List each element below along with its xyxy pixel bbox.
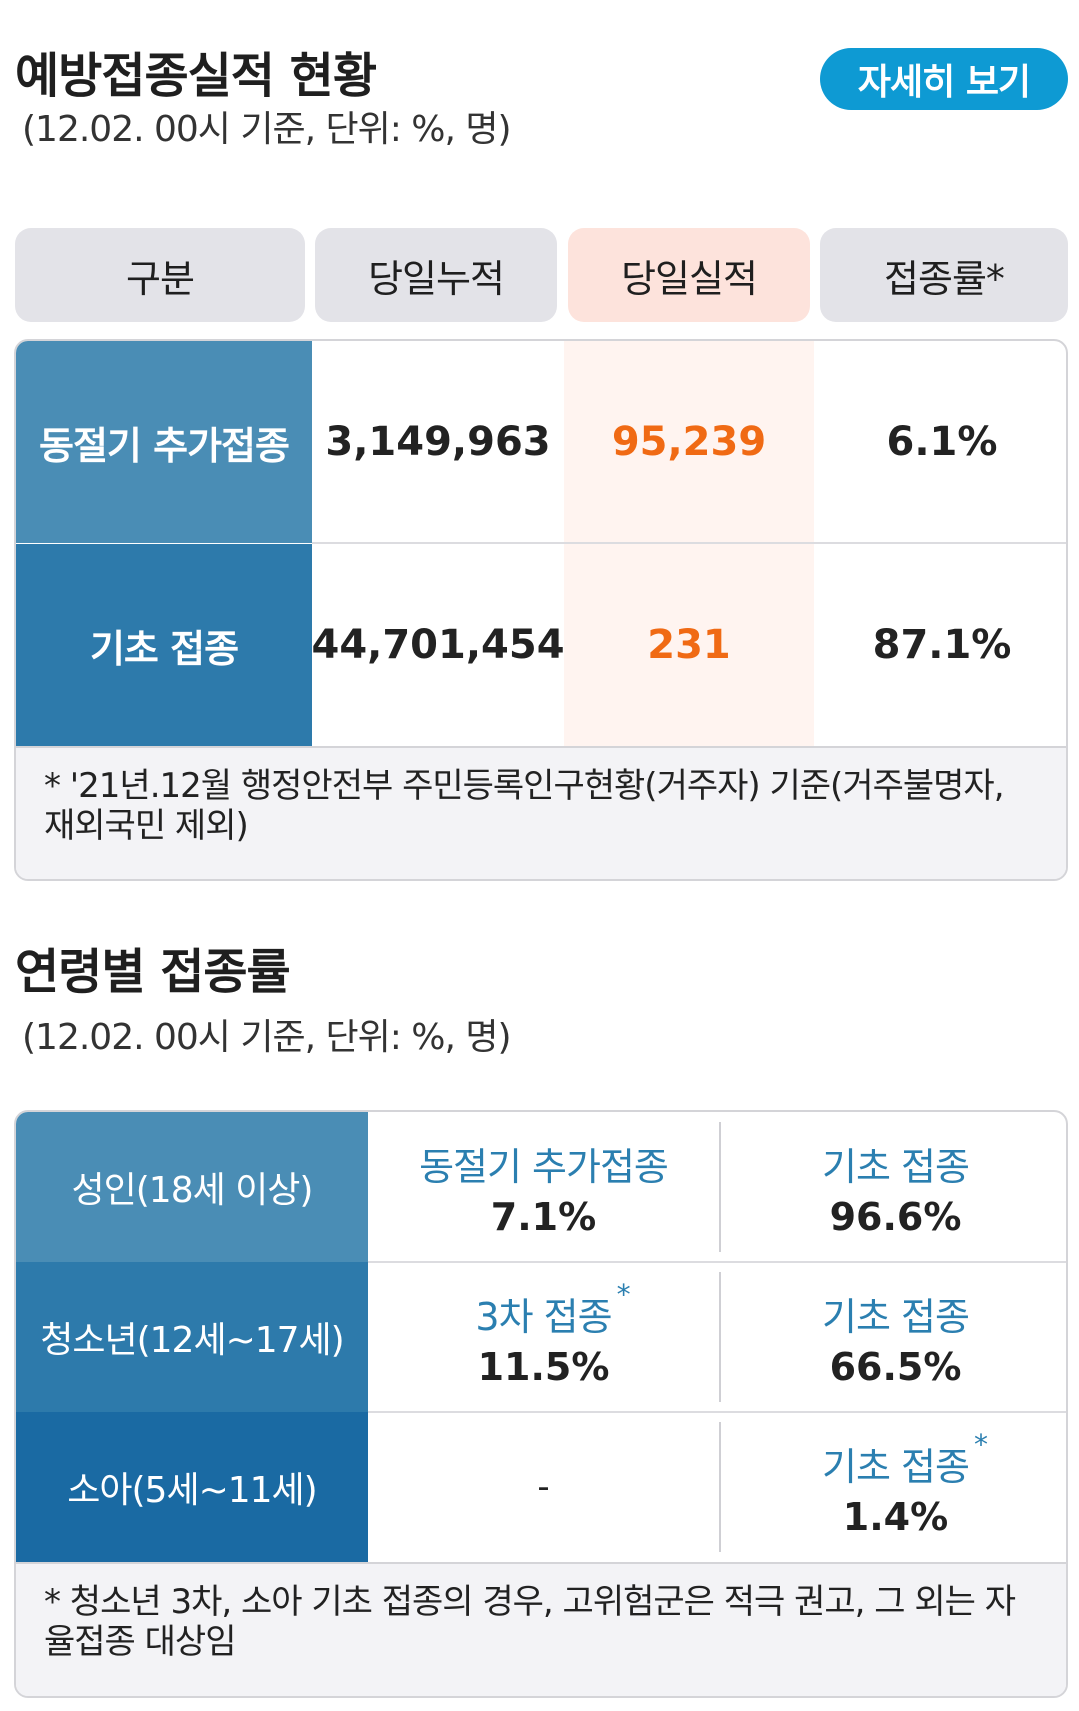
cell-title: 기초 접종 — [822, 1144, 970, 1189]
section2-subtitle: (12.02. 00시 기준, 단위: %, 명) — [22, 1017, 512, 1058]
section2-title: 연령별 접종률 — [15, 944, 291, 1000]
row-divider — [368, 1261, 1066, 1263]
table-row: 기초 접종 44,701,454 231 87.1% — [16, 544, 1066, 746]
footnote: * '21년.12월 행정안전부 주민등록인구현황(거주자) 기준(거주불명자,… — [16, 746, 1066, 879]
section1-title: 예방접종실적 현황 — [15, 48, 377, 104]
row-divider — [312, 542, 1066, 544]
row-label-primary: 기초 접종 — [16, 544, 312, 746]
cell-primary: 기초 접종 96.6% — [721, 1112, 1066, 1262]
section1-subtitle: (12.02. 00시 기준, 단위: %, 명) — [22, 109, 512, 150]
row-label-adult: 성인(18세 이상) — [16, 1112, 368, 1262]
cell-title: 3차 접종 * — [475, 1277, 630, 1339]
performance-table: 동절기 추가접종 3,149,963 95,239 6.1% 기초 접종 44,… — [14, 339, 1068, 881]
asterisk-mark: * — [616, 1277, 631, 1311]
cell-primary: 기초 접종 66.5% — [721, 1262, 1066, 1412]
today-value: 231 — [647, 622, 731, 668]
table-row: 성인(18세 이상) 동절기 추가접종 7.1% 기초 접종 96.6% — [16, 1112, 1066, 1262]
cell-primary: 기초 접종 * 1.4% — [721, 1412, 1066, 1562]
detail-button[interactable]: 자세히 보기 — [820, 48, 1068, 110]
cell-empty: - — [368, 1412, 719, 1562]
cell-value: 11.5% — [477, 1344, 610, 1389]
cell-title: 동절기 추가접종 — [419, 1144, 669, 1189]
row-divider — [368, 1411, 1066, 1413]
table-row: 청소년(12세~17세) 3차 접종 * 11.5% 기초 접종 66.5% — [16, 1262, 1066, 1412]
table-row: 동절기 추가접종 3,149,963 95,239 6.1% — [16, 341, 1066, 543]
footnote: * 청소년 3차, 소아 기초 접종의 경우, 고위험군은 적극 권고, 그 외… — [16, 1562, 1066, 1696]
cell-booster: 동절기 추가접종 7.1% — [368, 1112, 719, 1262]
row-label-child: 소아(5세~11세) — [16, 1412, 368, 1562]
table-row: 소아(5세~11세) - 기초 접종 * 1.4% — [16, 1412, 1066, 1562]
header-today: 당일실적 — [568, 228, 810, 322]
age-rate-table: 성인(18세 이상) 동절기 추가접종 7.1% 기초 접종 96.6% 청소년… — [14, 1110, 1068, 1698]
cell-third-dose: 3차 접종 * 11.5% — [368, 1262, 719, 1412]
header-rate: 접종률* — [820, 228, 1068, 322]
column-divider — [719, 1422, 721, 1552]
column-divider — [719, 1122, 721, 1252]
cell-value: 96.6% — [829, 1194, 962, 1239]
cell-value: 66.5% — [829, 1344, 962, 1389]
cumulative-value: 3,149,963 — [325, 419, 551, 465]
today-value: 95,239 — [611, 419, 767, 465]
column-divider — [719, 1272, 721, 1402]
asterisk-mark: * — [973, 1427, 988, 1461]
header-category: 구분 — [15, 228, 305, 322]
row-label-youth: 청소년(12세~17세) — [16, 1262, 368, 1412]
cell-value: - — [537, 1467, 550, 1507]
cell-title: 기초 접종 * — [822, 1427, 988, 1489]
rate-value: 6.1% — [886, 419, 998, 465]
cumulative-value: 44,701,454 — [311, 622, 565, 668]
rate-value: 87.1% — [872, 622, 1012, 668]
cell-title: 기초 접종 — [822, 1294, 970, 1339]
cell-value: 1.4% — [842, 1494, 949, 1539]
row-label-booster: 동절기 추가접종 — [16, 341, 312, 543]
cell-value: 7.1% — [490, 1194, 597, 1239]
header-cumulative: 당일누적 — [315, 228, 557, 322]
